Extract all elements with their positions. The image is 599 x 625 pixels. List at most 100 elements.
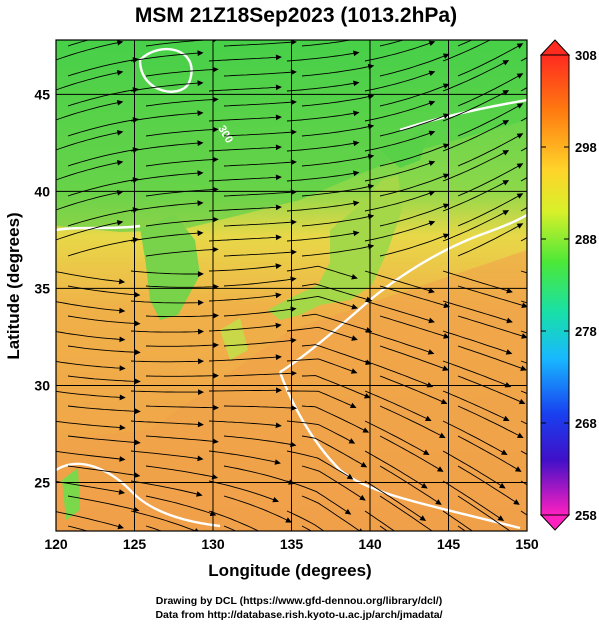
streamline-arrowhead [275,234,282,241]
korean-peninsula [140,215,200,320]
streamline [442,510,474,531]
streamline [208,356,281,362]
streamline-arrowhead [134,408,141,415]
streamline-arrowhead [134,439,141,446]
streamline [223,465,294,485]
streamline [286,510,325,531]
streamline [223,308,296,317]
streamline [56,191,123,211]
streamline-arrowhead [116,219,124,226]
streamline [457,43,523,77]
streamline-arrowhead [442,53,450,59]
streamline [442,210,509,242]
streamline [442,60,509,92]
streamline-arrowhead [592,158,597,162]
streamline [286,420,355,444]
streamline-arrowhead [275,422,282,429]
streamline-arrowhead [134,378,141,385]
streamline [130,330,204,333]
streamline [67,345,140,353]
streamline-arrowhead [119,307,126,314]
streamline [67,40,90,47]
streamline [67,465,140,477]
colorbar: 308 298 288 278 268 258 [539,39,597,531]
streamline-arrowhead [197,358,205,365]
streamline [67,118,138,137]
y-axis: 25 30 35 40 45 [34,86,50,490]
streamline-arrowhead [197,110,204,117]
streamline [286,202,359,212]
streamline-arrowhead [428,70,436,77]
y-axis-label: Latitude (degrees) [4,212,23,359]
streamline [67,178,138,197]
streamline-arrowhead [513,499,520,505]
streamline [442,150,509,182]
streamline-arrowhead [436,466,444,472]
streamline-arrowhead [442,365,449,371]
streamline [145,465,218,479]
streamline [364,450,428,489]
streamline [145,68,218,77]
streamline [208,146,281,152]
streamline-arrowhead [428,287,435,294]
streamline [301,525,312,531]
streamline [457,315,527,338]
streamline [286,172,359,182]
x-tick-label: 145 [437,536,461,552]
streamline [223,221,296,227]
streamline-arrowhead [274,459,281,465]
streamline [301,185,374,197]
y-tick-label: 45 [34,86,50,102]
streamline-arrowhead [516,103,524,109]
x-axis: 120 125 130 135 140 145 150 [44,536,539,552]
streamline-arrowhead [592,188,597,192]
streamline-arrowhead [428,160,436,167]
streamline [442,40,492,62]
streamline-arrowhead [116,129,124,136]
streamline-arrowhead [197,50,204,57]
streamline [457,405,523,438]
streamline [457,193,523,227]
streamline [223,71,296,77]
streamline-arrowhead [422,449,430,456]
taiwan [62,468,80,520]
streamline [130,52,203,62]
streamline-arrowhead [592,128,597,132]
streamline-arrowhead [590,563,595,567]
streamline-arrowhead [134,349,141,356]
streamline [442,360,511,388]
streamline [67,315,140,325]
streamline [145,495,216,516]
streamline-arrowhead [368,35,373,39]
streamline-arrowhead [516,43,524,49]
streamline-arrowhead [592,218,597,222]
streamline-arrowhead [360,461,368,468]
streamline-arrowhead [116,69,124,76]
streamline-arrowhead [517,14,522,18]
x-tick-label: 120 [44,536,68,552]
colorbar-tick-label: 308 [575,48,597,63]
x-tick-label: 135 [280,536,304,552]
streamline [130,300,203,304]
streamline [442,330,512,354]
streamline [223,278,296,287]
streamline [208,450,281,464]
streamline-arrowhead [353,50,360,57]
streamline [457,223,523,257]
plot-frame [55,39,528,532]
streamline [208,176,281,182]
streamline [364,71,435,92]
colorbar-bottom-arrow [539,514,571,531]
streamline [208,510,260,531]
streamline [67,208,138,227]
streamline [67,375,140,382]
streamline [379,203,449,227]
streamline-arrowhead [197,421,204,428]
streamline-arrowhead [283,555,288,559]
streamline-arrowhead [348,438,356,444]
streamline-arrowhead [438,432,446,438]
streamline [145,128,218,137]
streamline [457,133,523,167]
streamline-arrowhead [116,159,124,166]
y-tick-label: 25 [34,474,50,490]
